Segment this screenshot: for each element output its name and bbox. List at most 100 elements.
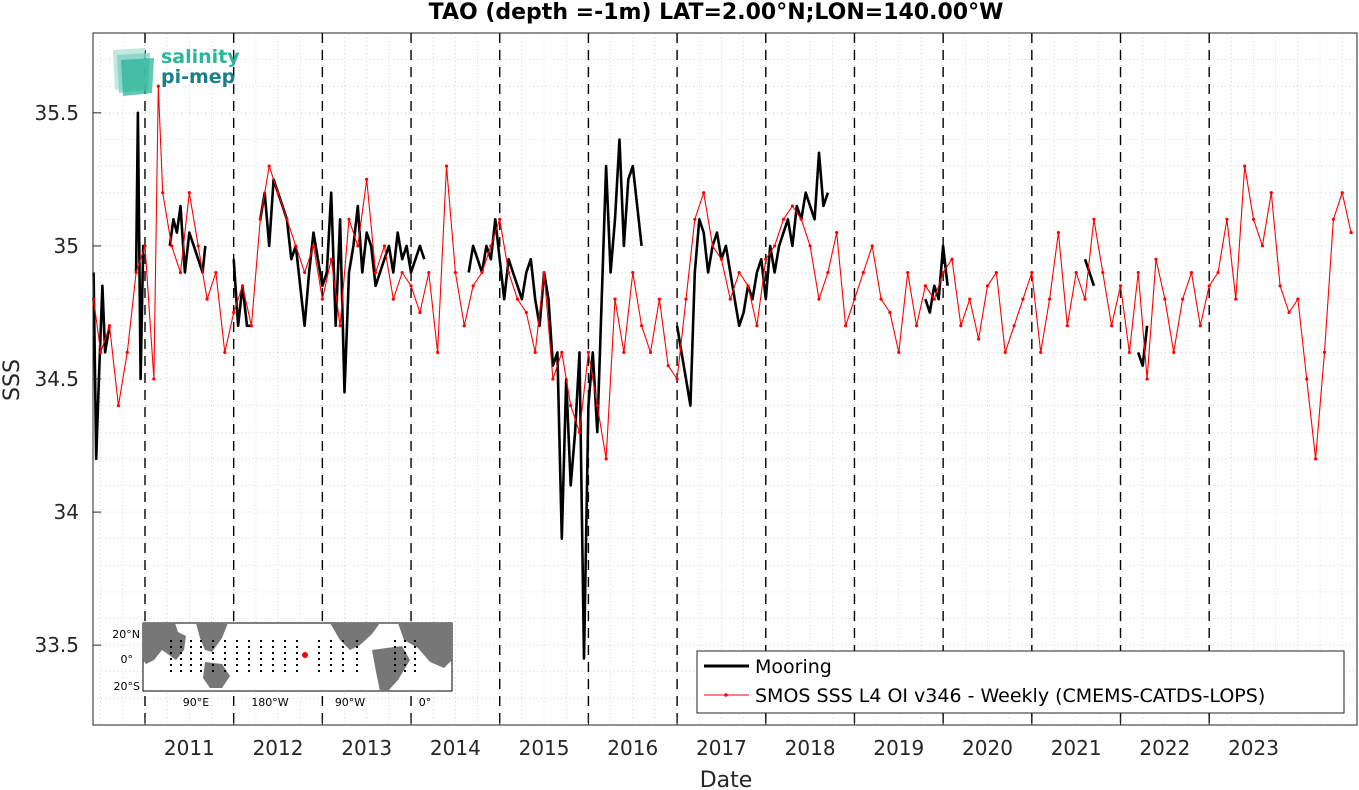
mooring-marker [394,658,396,660]
smos-series-point [1189,270,1194,275]
mooring-marker [170,652,172,654]
mooring-marker [284,640,286,642]
mooring-marker [342,640,344,642]
mooring-marker [170,640,172,642]
smos-series-point [489,244,493,248]
smos-series-point [728,297,732,301]
smos-series-point [1154,257,1158,261]
smos-series-point [879,297,883,301]
smos-series-point [471,284,475,288]
smos-series-point [1269,191,1273,195]
smos-series-point [985,284,990,288]
mooring-marker [414,646,416,648]
smos-series-point [569,404,573,408]
smos-series-point [968,297,972,301]
mooring-marker [296,658,298,660]
legend: Mooring SMOS SSS L4 OI v346 - Weekly (CM… [696,650,1345,714]
smos-series-point [790,204,794,208]
mooring-marker [414,640,416,642]
smos-series-point [240,284,245,288]
smos-series-point [107,324,112,328]
mooring-marker [170,664,172,666]
mooring-marker [414,664,416,666]
inset-xlabel-90w: 90°W [335,696,365,709]
y-tick-label: 34 [54,500,79,524]
mooring-marker [318,652,320,654]
smos-series-point [906,270,910,275]
smos-series-point [1136,270,1140,275]
smos-series-point [693,217,697,221]
mooring-marker [394,652,396,654]
smos-series-point [1065,324,1069,328]
logo-line1: salinity [161,46,240,68]
smos-series-point [356,244,360,248]
smos-series-point [551,377,555,381]
mooring-marker [318,640,320,642]
smos-series-point [156,84,160,88]
smos-series-point [134,270,138,275]
mooring-marker [212,664,214,666]
mooring-marker [236,664,238,666]
wave-logo-icon [113,48,154,96]
smos-series-point [1287,310,1291,315]
mooring-marker [296,664,298,666]
mooring-marker [342,652,344,654]
smos-series-point [498,217,502,221]
smos-series-point [196,244,200,248]
mooring-marker [318,658,320,660]
mooring-marker [414,670,416,672]
mooring-marker [190,670,192,672]
smos-series-point [1251,217,1256,221]
smos-series-point [808,244,812,248]
smos-series-point [1331,217,1335,221]
x-tick-label: 2011 [164,736,215,760]
x-tick-label: 2015 [519,736,570,760]
smos-series-point [542,270,546,275]
mooring-marker [248,646,250,648]
mooring-marker [272,658,274,660]
mooring-marker [356,658,358,660]
x-tick-label: 2018 [785,736,836,760]
smos-series-point [799,217,803,221]
mooring-marker [272,664,274,666]
smos-series-point [870,244,874,248]
smos-series-point [515,297,520,301]
smos-series-point [276,191,280,195]
mooring-marker [236,670,238,672]
smos-series-point [657,297,661,301]
smos-series-point [427,270,431,275]
mooring-marker [248,652,250,654]
mooring-marker [236,652,238,654]
smos-series-point [773,244,777,248]
smos-series-point [125,350,129,354]
smos-series-point [1092,217,1096,221]
mooring-marker [200,646,202,648]
mooring-marker [330,664,332,666]
smos-series-point [950,257,954,261]
mooring-marker [260,658,262,660]
mooring-marker [200,670,202,672]
mooring-marker [224,664,226,666]
mooring-marker [190,646,192,648]
smos-series-point [764,257,768,261]
y-tick-label: 34.5 [34,367,79,391]
mooring-marker [394,640,396,642]
smos-series-point [666,364,670,368]
smos-series-point [1127,350,1131,354]
mooring-marker [170,658,172,660]
grid [93,33,1357,726]
mooring-marker [318,670,320,672]
smos-series-point [400,270,404,275]
mooring-marker [180,652,182,654]
smos-series-point [294,244,298,248]
smos-series-point [91,297,96,301]
mooring-marker [260,670,262,672]
smos-series-point [781,217,786,221]
mooring-marker [224,658,226,660]
smos-series-point [1021,297,1025,301]
smos-series-point [533,350,537,354]
smos-series-point [826,270,830,275]
smos-series-point [152,377,156,381]
mooring-marker [394,646,396,648]
inset-ylabel-20n: 20°N [112,628,140,641]
